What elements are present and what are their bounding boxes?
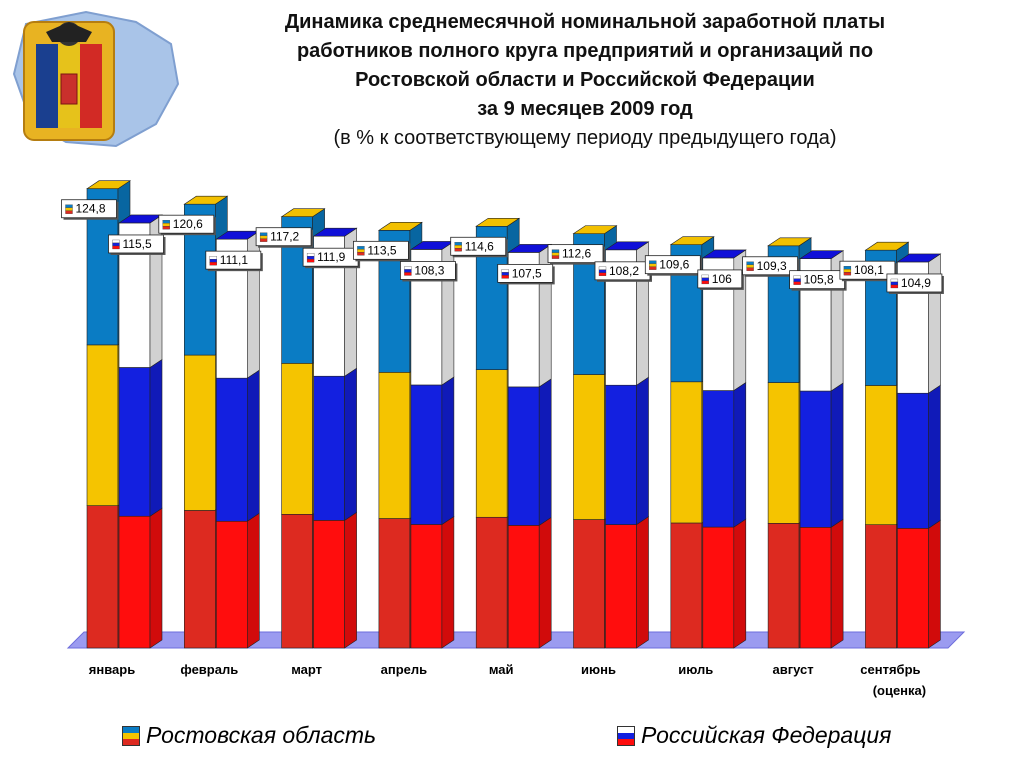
data-label-text-1-5: 108,2 <box>609 264 639 278</box>
rostov-flag-icon <box>122 725 140 746</box>
data-label-text-0-8: 108,1 <box>854 263 884 277</box>
legend-label-russia: Российская Федерация <box>641 722 892 748</box>
legend-item-russia: Российская Федерация <box>617 722 891 749</box>
data-label-1-5: 108,2 <box>594 261 652 282</box>
x-tick-note: (оценка) <box>873 683 926 698</box>
data-label-1-4: 107,5 <box>497 263 555 285</box>
data-label-1-1: 111,1 <box>205 250 263 272</box>
bar-1-2 <box>312 227 358 649</box>
x-tick-label-4: май <box>489 662 514 677</box>
bar-1-4 <box>507 243 553 649</box>
data-label-text-0-1: 120,6 <box>173 217 203 231</box>
data-label-text-1-3: 108,3 <box>414 263 444 277</box>
chart-title-line-4: за 9 месяцев 2009 год <box>477 98 693 120</box>
data-label-text-0-3: 113,5 <box>367 243 396 257</box>
data-label-text-1-8: 104,9 <box>901 276 931 290</box>
x-tick-label-2: март <box>291 662 322 677</box>
bar-chart: 124,8 115,5 январь 120,6 111,1 февраль 117,2 11… <box>61 180 966 698</box>
data-label-0-0: 124,8 <box>61 199 119 220</box>
data-label-1-3: 108,3 <box>399 261 458 282</box>
data-label-text-0-2: 117,2 <box>270 230 299 244</box>
data-label-1-7: 105,8 <box>789 270 847 291</box>
x-tick-label-5: июнь <box>581 662 616 677</box>
bar-1-1 <box>215 230 261 649</box>
x-tick-label-8: сентябрь <box>860 662 920 677</box>
data-label-text-0-0: 124,8 <box>76 202 106 216</box>
data-label-text-1-0: 115,5 <box>123 237 152 251</box>
x-tick-label-1: февраль <box>180 662 238 677</box>
data-label-0-2: 117,2 <box>255 227 314 248</box>
data-label-0-5: 112,6 <box>547 244 605 265</box>
chart-subtitle: (в % к соответствующему периоду предыдущ… <box>333 127 837 149</box>
bar-1-5 <box>604 241 650 649</box>
legend-item-rostov: Ростовская область <box>122 722 376 749</box>
data-label-text-1-6: 106 <box>712 272 732 286</box>
bar-1-8 <box>896 253 942 649</box>
data-label-0-4: 114,6 <box>450 236 508 258</box>
data-label-0-3: 113,5 <box>352 240 411 262</box>
bar-1-6 <box>701 249 747 649</box>
bar-1-0 <box>118 214 163 649</box>
chart-title-line-3: Ростовской области и Российской Федераци… <box>355 69 815 91</box>
data-label-0-8: 108,1 <box>839 260 897 282</box>
data-label-text-0-7: 109,3 <box>757 259 787 273</box>
data-label-1-6: 106 <box>697 269 744 290</box>
data-label-1-2: 111,9 <box>302 247 361 269</box>
bar-1-3 <box>409 240 455 649</box>
data-label-text-1-4: 107,5 <box>512 266 542 280</box>
data-label-1-0: 115,5 <box>108 234 166 255</box>
data-label-text-0-6: 109,6 <box>659 258 689 272</box>
chart-title-line-2: работников полного круга предприятий и о… <box>296 40 874 62</box>
data-label-0-6: 109,6 <box>644 255 703 276</box>
x-tick-label-7: август <box>773 662 814 677</box>
data-label-text-1-7: 105,8 <box>804 273 834 287</box>
rostov-emblem-icon <box>12 10 180 148</box>
chart-title-block: Динамика среднемесячной номинальной зара… <box>190 8 980 153</box>
x-tick-label-0: январь <box>89 662 135 677</box>
data-label-0-7: 109,3 <box>742 256 800 277</box>
legend-label-rostov: Ростовская область <box>146 722 377 748</box>
data-label-1-8: 104,9 <box>886 273 944 294</box>
data-label-text-1-1: 111,1 <box>220 253 249 267</box>
data-label-0-1: 120,6 <box>158 214 216 236</box>
bar-1-7 <box>799 250 845 649</box>
data-label-text-1-2: 111,9 <box>317 250 346 264</box>
data-label-text-0-4: 114,6 <box>465 239 494 253</box>
x-tick-label-6: июль <box>678 662 713 677</box>
x-tick-label-3: апрель <box>381 662 428 677</box>
data-label-text-0-5: 112,6 <box>562 247 591 261</box>
russia-flag-icon <box>617 725 635 746</box>
chart-title-line-1: Динамика среднемесячной номинальной зара… <box>284 11 886 33</box>
